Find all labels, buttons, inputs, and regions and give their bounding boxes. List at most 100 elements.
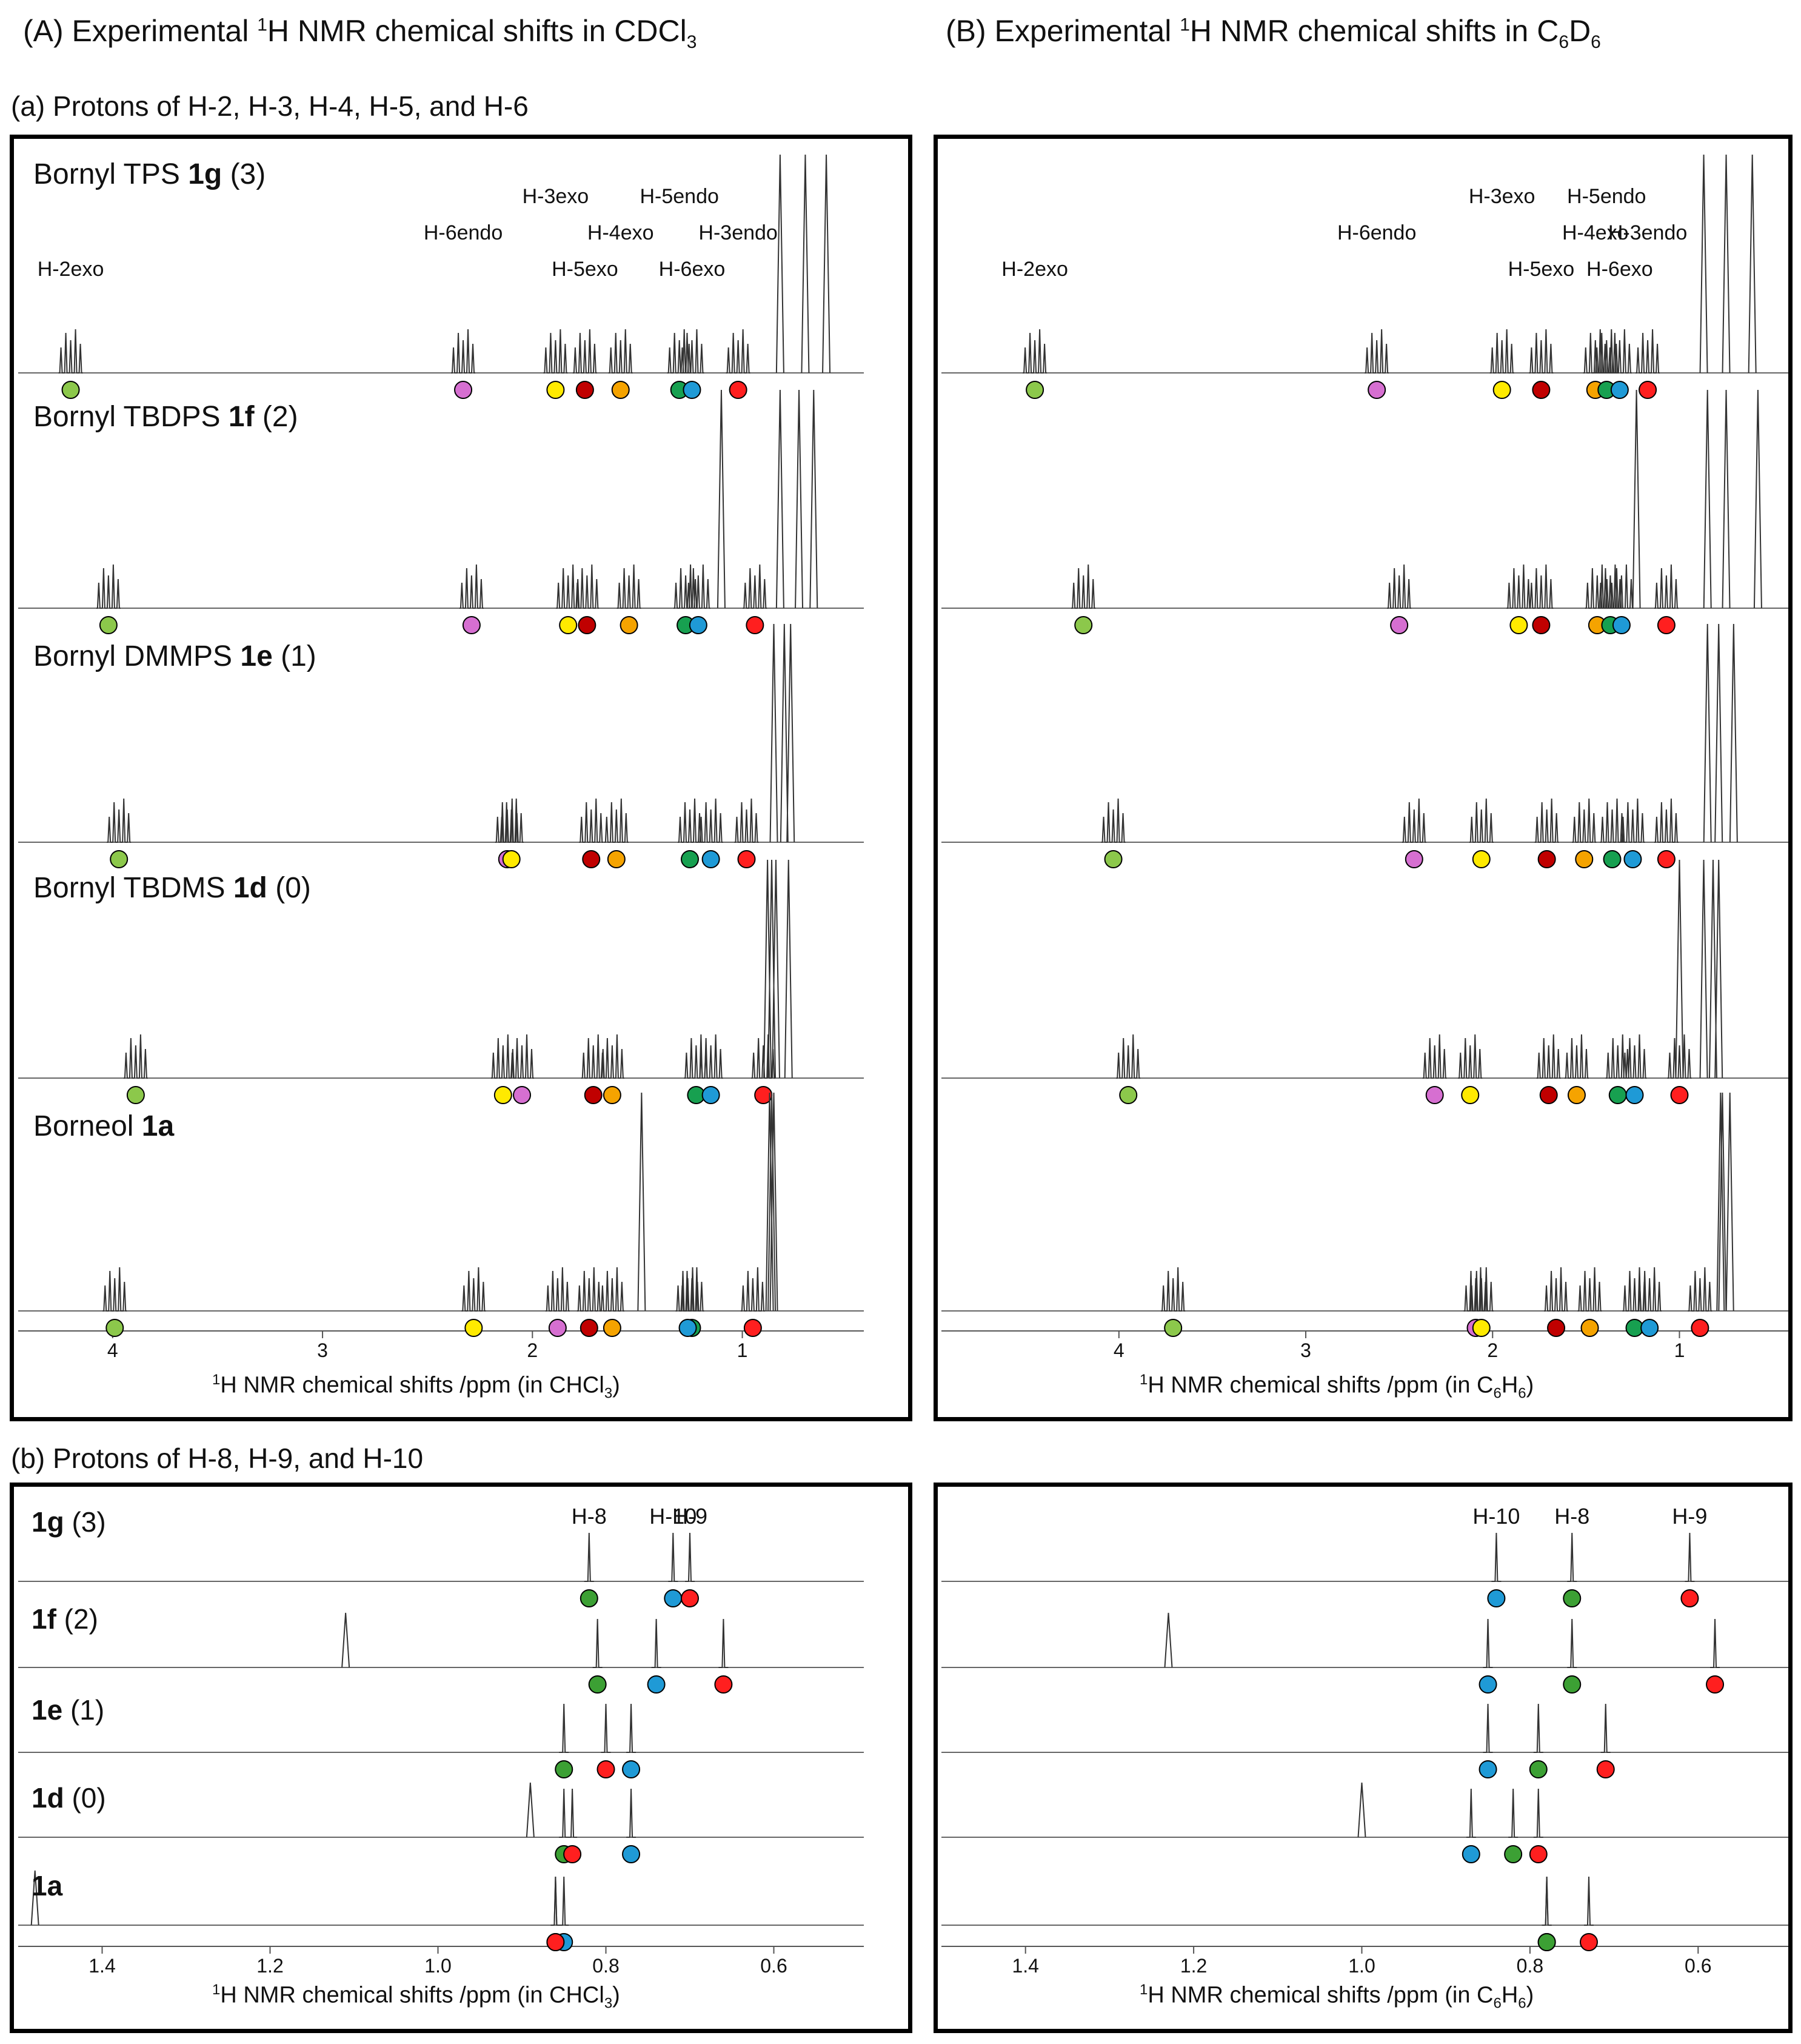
- multiplet-H-10: [1483, 1618, 1493, 1668]
- singlet-peak: [1708, 859, 1717, 1079]
- multiplet-H-3endo: [1688, 1267, 1712, 1312]
- multiplet-H-6exo: [1607, 329, 1632, 374]
- marker-H-10: [1479, 1760, 1497, 1778]
- multiplet-H-6exo: [1609, 564, 1634, 609]
- x-tick-label: 1.0: [1348, 1955, 1375, 1977]
- multiplet-H-5endo: [678, 798, 702, 843]
- singlet-peak: [1699, 859, 1708, 1079]
- marker-H-6exo: [689, 616, 707, 634]
- panel-a-cdcl3: [10, 135, 912, 1421]
- spectrum-1: [941, 389, 1788, 634]
- multiplet-H-6exo: [698, 1034, 723, 1079]
- marker-H-3endo: [1639, 381, 1657, 399]
- marker-H-6exo: [1612, 616, 1631, 634]
- multiplet-H-2exo: [123, 1034, 148, 1079]
- multiplet-H-2exo: [1161, 1267, 1186, 1312]
- multiplet-H-9: [718, 1618, 729, 1668]
- multiplet-H-10: [651, 1618, 661, 1668]
- marker-H-9: [596, 1760, 615, 1778]
- heading-a: (A) Experimental 1H NMR chemical shifts …: [23, 14, 697, 52]
- multiplet-H-6endo: [459, 564, 484, 609]
- chart-0: 4 3 2 1 H-2exo H-6endo H-3exo H-5exo H-4exo H-5en…: [18, 154, 864, 1361]
- annotation-H-9: H-9: [1672, 1504, 1707, 1529]
- singlet-peak: [767, 859, 777, 1079]
- singlet-peak: [822, 154, 831, 374]
- singlet-peak: [769, 623, 778, 843]
- spectrum-label: 1g (3): [32, 1506, 106, 1538]
- multiplet-H-6endo: [545, 1267, 570, 1312]
- singlet-peak: [1718, 1092, 1727, 1312]
- x-tick-label: 0.8: [592, 1955, 619, 1977]
- multiplet-H-3exo: [490, 1034, 515, 1079]
- multiplet-H-3endo: [1667, 1034, 1692, 1079]
- annotation-H-5exo: H-5exo: [552, 258, 618, 281]
- annotation-H-10: H-10: [649, 1504, 697, 1529]
- multiplet-H-3exo: [1506, 564, 1531, 609]
- spectrum-label: Bornyl TPS 1g (3): [33, 158, 266, 190]
- marker-H-3endo: [1691, 1319, 1709, 1337]
- marker-H-4exo: [620, 616, 638, 634]
- marker-H-3endo: [743, 1319, 762, 1337]
- marker-H-8: [1529, 1760, 1548, 1778]
- multiplet-H-8: [1567, 1618, 1577, 1668]
- multiplet-H-9: [1685, 1532, 1695, 1582]
- multiplet-H-6endo: [1365, 329, 1389, 374]
- multiplet-H-8: [559, 1788, 569, 1838]
- spectrum-2: [941, 623, 1788, 868]
- multiplet-H-3endo: [740, 1267, 765, 1312]
- marker-H-6endo: [1405, 850, 1423, 868]
- marker-H-4exo: [611, 381, 630, 399]
- multiplet-H-4exo: [1572, 798, 1597, 843]
- singlet-peak: [717, 389, 726, 609]
- marker-H-8: [1563, 1675, 1582, 1694]
- multiplet-H-5exo: [579, 798, 604, 843]
- spectrum-0: H-8 H-10H-9: [18, 1504, 864, 1607]
- singlet-peak: [765, 1092, 774, 1312]
- multiplet-H-6exo: [686, 564, 710, 609]
- marker-H-9: [1706, 1675, 1725, 1694]
- spectrum-2: [941, 1703, 1788, 1778]
- marker-H-3endo: [1670, 1086, 1689, 1104]
- multiplet-H-6endo: [1387, 564, 1412, 609]
- spectrum-label: 1d (0): [32, 1782, 106, 1814]
- chart-2: 1.4 1.2 1.0 0.8 0.6 H-8 H-10H-9 1g (3) 1f (2) 1e …: [18, 1504, 864, 1977]
- multiplet-H-6exo: [1637, 1267, 1662, 1312]
- marker-H-5exo: [1532, 381, 1551, 399]
- marker-H-6exo: [1625, 1086, 1644, 1104]
- spectrum-4: [18, 1092, 864, 1337]
- marker-H-9: [1680, 1589, 1699, 1607]
- chart-1: 4 3 2 1 H-2exo H-6endo H-3exo H-5exo H-4exo H-5en…: [941, 154, 1788, 1361]
- annotation-H-2exo: H-2exo: [38, 258, 104, 281]
- marker-H-3endo: [737, 850, 756, 868]
- marker-H-5exo: [582, 850, 601, 868]
- multiplet-H-9: [601, 1703, 611, 1753]
- singlet-peak: [341, 1612, 350, 1668]
- multiplet-H-8: [559, 1703, 569, 1753]
- singlet-peak: [1753, 389, 1762, 609]
- multiplet-H-9: [1533, 1788, 1543, 1838]
- marker-H-2exo: [61, 381, 80, 399]
- marker-H-2exo: [105, 1319, 124, 1337]
- multiplet-H-6endo: [1422, 1034, 1447, 1079]
- marker-H-2exo: [1074, 616, 1093, 634]
- marker-H-2exo: [1164, 1319, 1183, 1337]
- section-a-title: (a) Protons of H-2, H-3, H-4, H-5, and H…: [11, 90, 529, 122]
- multiplet-H-6exo: [1622, 1034, 1647, 1079]
- marker-H-4exo: [603, 1319, 621, 1337]
- annotation-H-10: H-10: [1472, 1504, 1520, 1529]
- heading-b: (B) Experimental 1H NMR chemical shifts …: [946, 14, 1601, 52]
- marker-H-5exo: [584, 1086, 603, 1104]
- marker-H-2exo: [99, 616, 118, 634]
- annotation-H-5endo: H-5endo: [1567, 185, 1646, 208]
- marker-H-8: [580, 1589, 598, 1607]
- marker-H-6endo: [462, 616, 481, 634]
- marker-H-2exo: [110, 850, 129, 868]
- multiplet-H-2exo: [102, 1267, 127, 1312]
- marker-H-9: [1579, 1933, 1598, 1951]
- marker-H-5endo: [1608, 1086, 1627, 1104]
- marker-H-9: [1596, 1760, 1615, 1778]
- singlet-peak: [1357, 1782, 1366, 1838]
- x-tick-label: 2: [1487, 1339, 1498, 1361]
- annotation-H-8: H-8: [572, 1504, 607, 1529]
- spectrum-3: [941, 859, 1788, 1104]
